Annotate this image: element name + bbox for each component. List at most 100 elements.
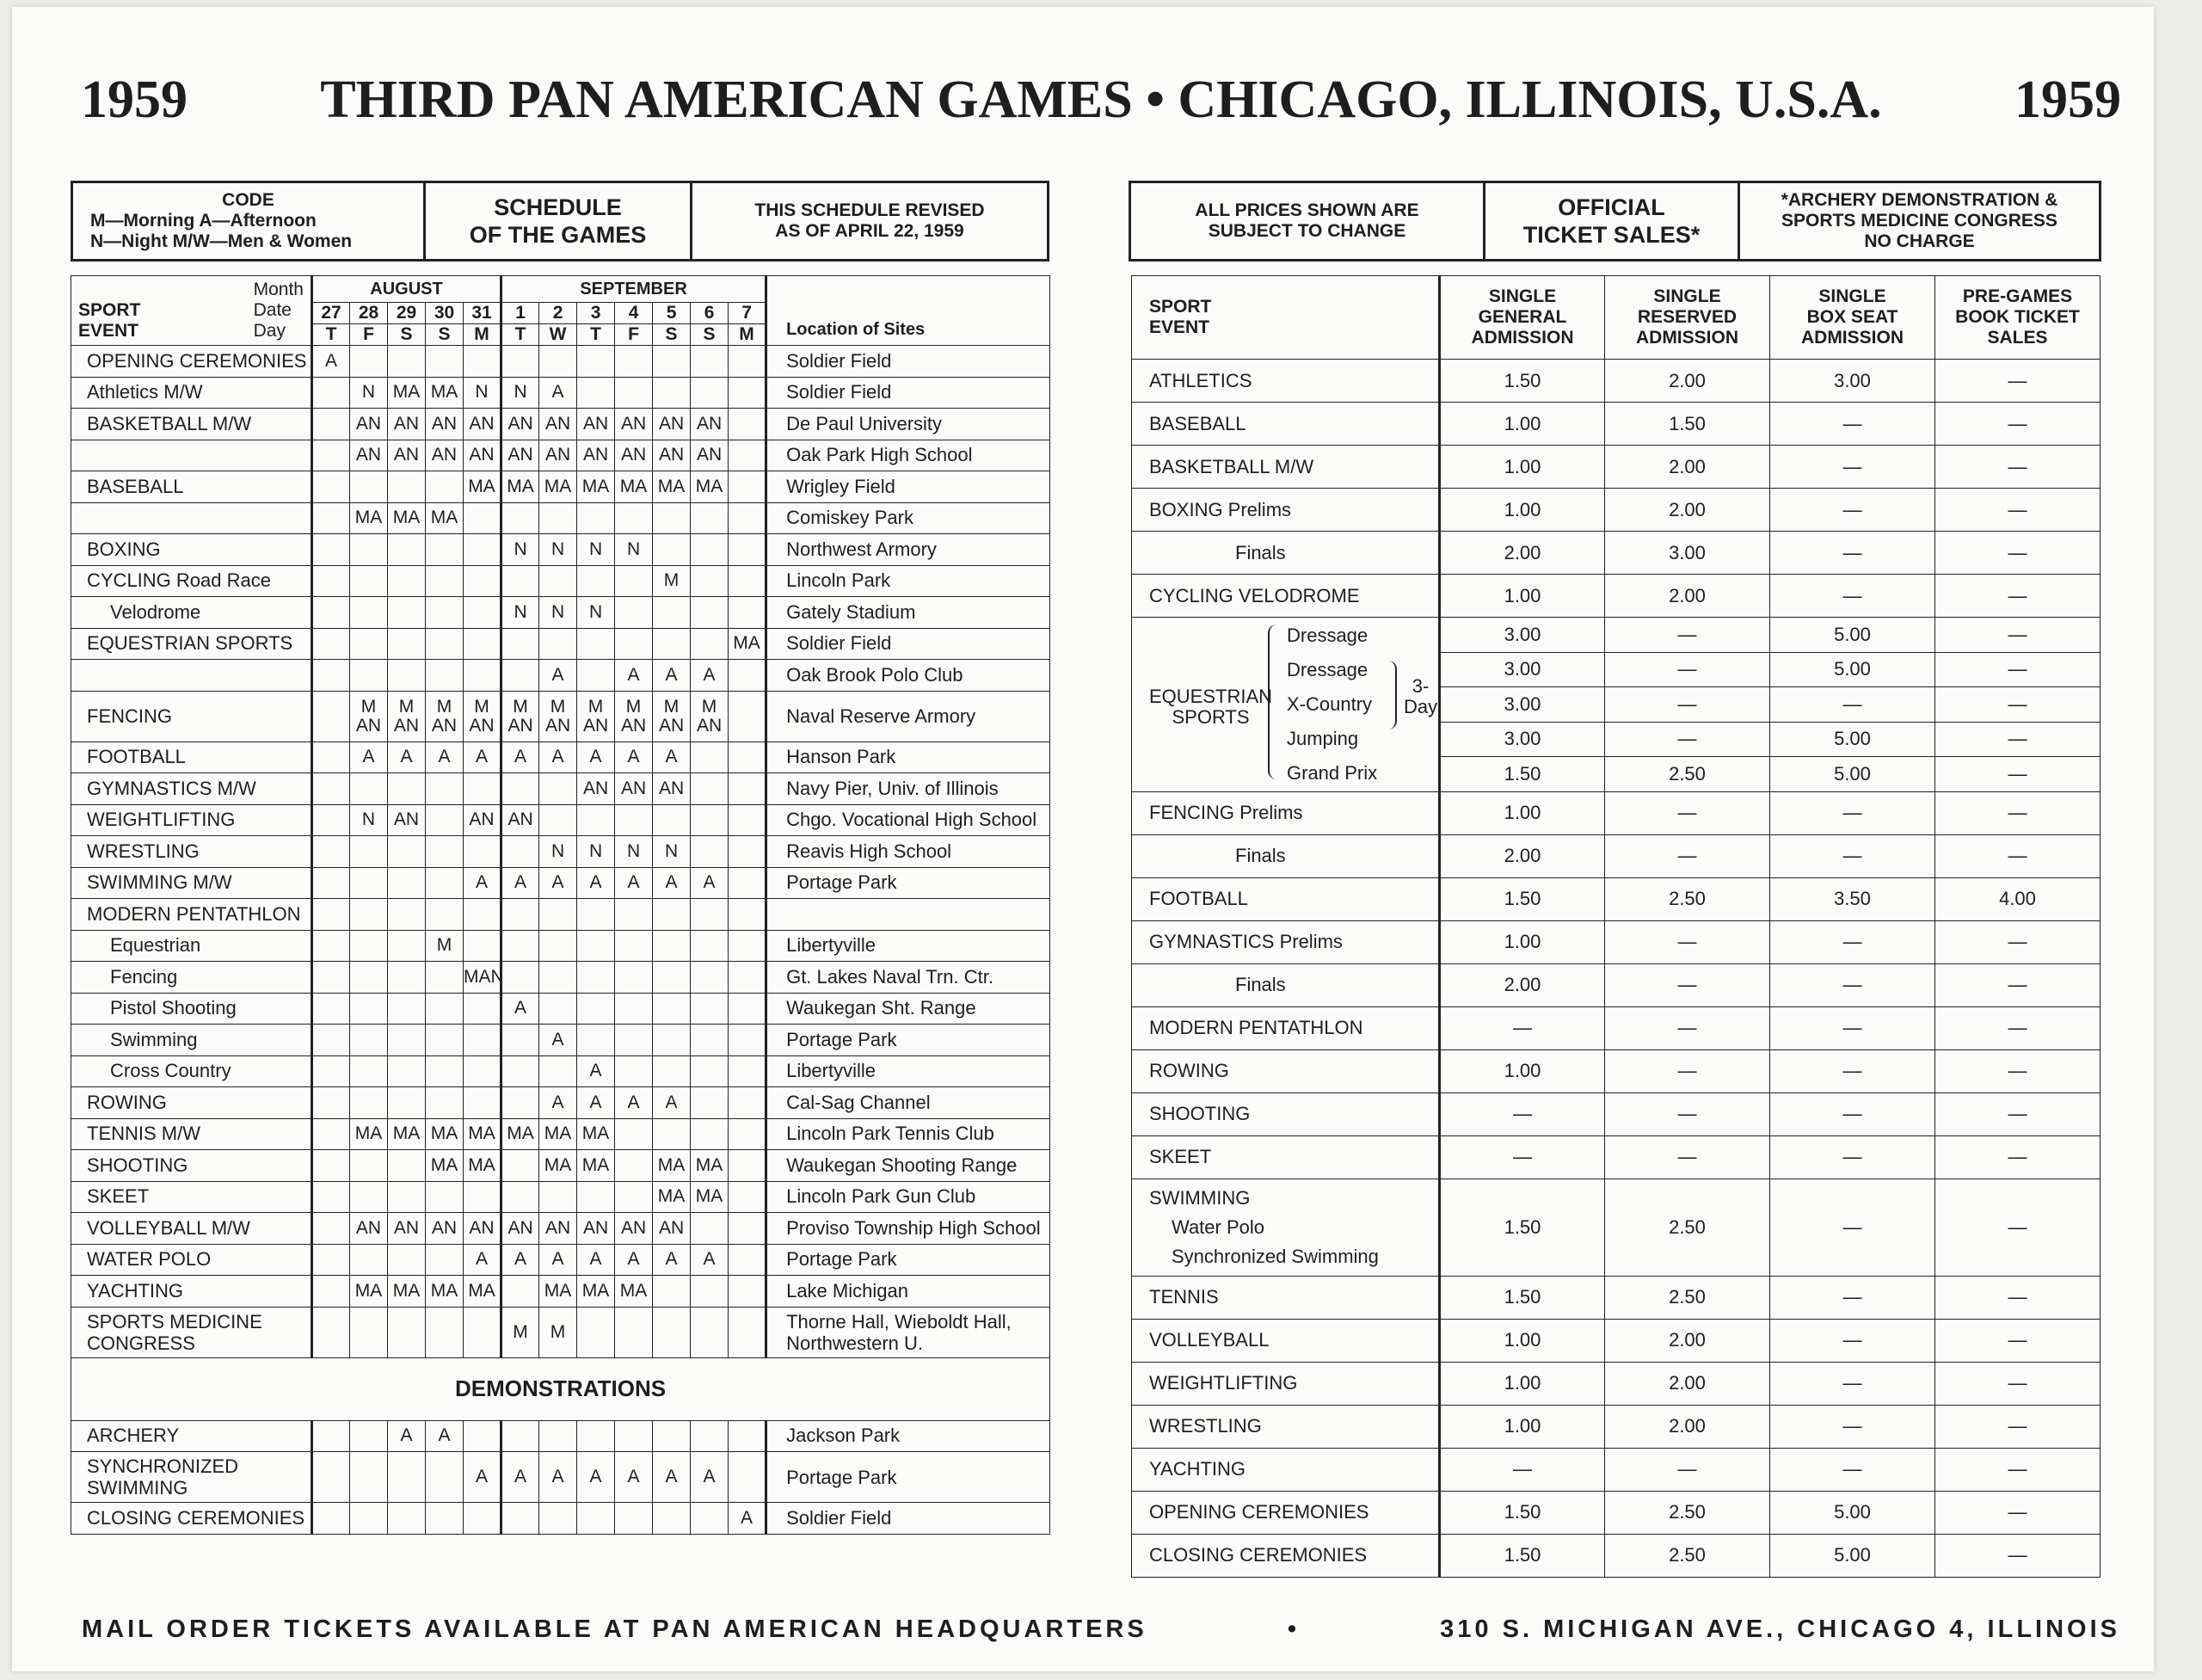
- schedule-cell: [425, 659, 464, 692]
- price-value: —: [1934, 721, 2101, 757]
- schedule-cell: [462, 1055, 503, 1087]
- book-line-3: SALES: [1987, 328, 2048, 348]
- schedule-row: BASKETBALL M/W AN AN AN AN AN AN AN AN AN AN De Pau…: [71, 408, 1051, 440]
- schedule-cell: M: [501, 1306, 540, 1358]
- swimming-line-3: Synchronized Swimming: [1172, 1245, 1379, 1267]
- schedule-cell: MA: [576, 471, 616, 503]
- schedule-event: BASKETBALL M/W: [71, 408, 313, 440]
- schedule-cell: MA: [501, 471, 540, 503]
- schedule-cell: [349, 772, 388, 805]
- schedule-event: Velodrome: [71, 596, 313, 629]
- price-value: 1.00: [1439, 488, 1605, 532]
- schedule-cell: [425, 1086, 464, 1119]
- schedule-row: SWIMMING M/W A A A A A A A Portage Park: [71, 866, 1051, 899]
- schedule-cell: [690, 1502, 729, 1535]
- title-year-left: 1959: [81, 70, 188, 129]
- schedule-cell: A: [387, 741, 426, 773]
- schedule-cell: AN: [652, 439, 692, 471]
- schedule-cell: AN: [349, 439, 388, 471]
- schedule-cell: AN: [462, 408, 503, 440]
- schedule-cell: [728, 471, 767, 503]
- header-date-cell: 2: [538, 302, 578, 324]
- price-value: —: [1769, 1092, 1935, 1136]
- schedule-event: BOXING: [71, 533, 313, 566]
- schedule-cell: [387, 659, 426, 692]
- schedule-cell: M AN: [652, 690, 692, 742]
- schedule-cell: [728, 866, 767, 899]
- schedule-location: Waukegan Shooting Range: [765, 1149, 1051, 1182]
- schedule-cell: MA: [425, 376, 464, 409]
- price-value: 5.00: [1769, 756, 1935, 792]
- price-row: ROWING 1.00— — —: [1131, 1049, 2101, 1093]
- schedule-cell: [349, 627, 388, 660]
- schedule-cell: [501, 1024, 540, 1056]
- schedule-cell: [728, 345, 767, 378]
- schedule-cell: [387, 772, 426, 805]
- schedule-cell: AN: [690, 439, 729, 471]
- schedule-location: Naval Reserve Armory: [765, 690, 1051, 742]
- schedule-cell: A: [462, 1243, 503, 1276]
- schedule-location: De Paul University: [765, 408, 1051, 440]
- schedule-cell: [311, 866, 350, 899]
- price-value: —: [1934, 531, 2101, 575]
- schedule-cell: N: [652, 835, 692, 868]
- schedule-cell: [462, 596, 503, 629]
- schedule-cell: A: [311, 345, 350, 378]
- schedule-cell: AN: [538, 1212, 578, 1245]
- schedule-cell: [462, 1180, 503, 1213]
- schedule-cell: [311, 502, 350, 534]
- price-value: —: [1934, 574, 2101, 618]
- schedule-cell: [349, 1502, 388, 1535]
- schedule-row: CYCLING Road Race M Lincoln Park: [71, 564, 1051, 597]
- schedule-cell: [728, 1055, 767, 1087]
- schedule-cell: N: [349, 803, 388, 836]
- price-value: —: [1934, 445, 2101, 489]
- schedule-cell: [728, 533, 767, 566]
- schedule-location: Portage Park: [765, 866, 1051, 899]
- schedule-cell: [425, 1451, 464, 1503]
- schedule-row: YACHTING MA MA MA MA MA MA MA Lake Michigan: [71, 1275, 1051, 1308]
- schedule-cell: [652, 502, 692, 534]
- price-row: BOXING Prelims 1.00 2.00— —: [1131, 488, 2101, 532]
- schedule-row: ARCHERY A A Jackson Park: [71, 1419, 1051, 1452]
- schedule-cell: [576, 1180, 616, 1213]
- schedule-cell: MA: [614, 1275, 654, 1308]
- schedule-cell: [501, 564, 540, 597]
- schedule-location: Lincoln Park: [765, 564, 1051, 597]
- schedule-cell: N: [614, 835, 654, 868]
- schedule-location: Libertyville: [765, 929, 1051, 962]
- price-value: —: [1934, 1135, 2101, 1179]
- schedule-cell: A: [425, 741, 464, 773]
- schedule-cell: A: [349, 741, 388, 773]
- footer-right: 310 S. MICHIGAN AVE., CHICAGO 4, ILLINOI…: [1440, 1615, 2120, 1643]
- header-date-cell: 30: [425, 302, 464, 324]
- schedule-cell: [501, 898, 540, 931]
- schedule-cell: MA: [690, 471, 729, 503]
- schedule-cell: N: [576, 533, 616, 566]
- schedule-event: CLOSING CEREMONIES: [71, 1502, 313, 1535]
- schedule-cell: [690, 1086, 729, 1119]
- schedule-cell: [576, 627, 616, 660]
- schedule-cell: A: [538, 1243, 578, 1276]
- code-legend: CODE M—Morning A—Afternoon N—Night M/W—M…: [73, 183, 426, 259]
- schedule-cell: [311, 992, 350, 1025]
- schedule-cell: [349, 1451, 388, 1503]
- schedule-cell: [501, 1419, 540, 1452]
- code-box: CODE M—Morning A—Afternoon N—Night M/W—M…: [71, 181, 1049, 262]
- schedule-cell: AN: [387, 1212, 426, 1245]
- schedule-row: SYNCHRONIZED SWIMMING A A A A A A A Portage Park: [71, 1451, 1051, 1503]
- schedule-row: WRESTLING N N N N Reavis High School: [71, 835, 1051, 868]
- schedule-location: Portage Park: [765, 1024, 1051, 1056]
- schedule-cell: [538, 772, 578, 805]
- schedule-cell: [311, 1502, 350, 1535]
- price-value: —: [1769, 574, 1935, 618]
- price-value: 1.00: [1439, 1404, 1605, 1449]
- schedule-cell: [538, 1055, 578, 1087]
- price-value: —: [1604, 721, 1770, 757]
- schedule-row: ROWING A A A A Cal-Sag Channel: [71, 1086, 1051, 1119]
- price-value: 2.50: [1604, 1490, 1770, 1535]
- schedule-location: Libertyville: [765, 1055, 1051, 1087]
- price-value: —: [1934, 1275, 2101, 1320]
- price-row: WEIGHTLIFTING 1.00 2.00— —: [1131, 1361, 2101, 1406]
- price-value: —: [1769, 445, 1935, 489]
